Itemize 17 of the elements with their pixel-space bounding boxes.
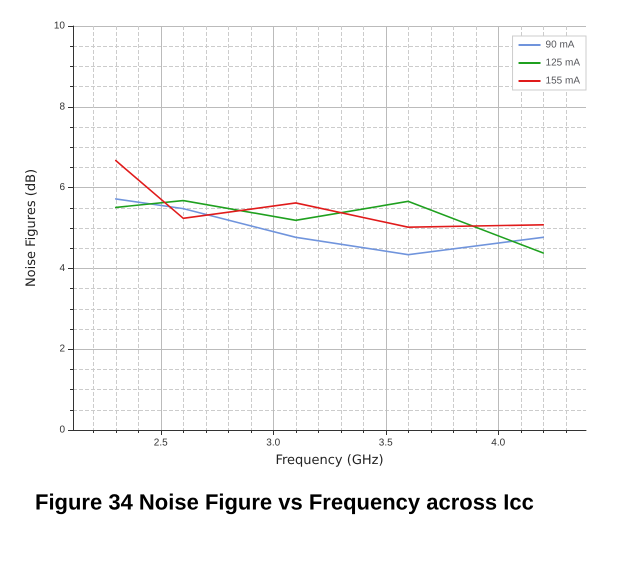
- y-tick-label: 2: [59, 344, 66, 355]
- y-axis-title: Noise Figures (dB): [24, 168, 39, 288]
- legend-label: 90 mA: [546, 40, 575, 50]
- y-tick-label: 6: [59, 182, 66, 194]
- x-tick-label: 3.0: [266, 438, 281, 448]
- text: Figure 34 Noise Figure vs Frequency across Icc: [35, 490, 534, 514]
- legend-label: 155 mA: [546, 76, 580, 86]
- x-tick-label: 4.0: [491, 438, 506, 448]
- x-tick-label: 2.5: [154, 438, 168, 448]
- y-tick-label: 8: [59, 101, 66, 112]
- y-tick-label: 4: [59, 262, 66, 274]
- legend-label: 125 mA: [546, 58, 580, 68]
- y-tick-label: 0: [59, 424, 66, 436]
- y-tick-label: 10: [54, 20, 66, 32]
- x-tick-label: 3.5: [378, 438, 394, 448]
- x-axis-title: Frequency (GHz): [275, 453, 384, 468]
- line-series: [114, 160, 544, 228]
